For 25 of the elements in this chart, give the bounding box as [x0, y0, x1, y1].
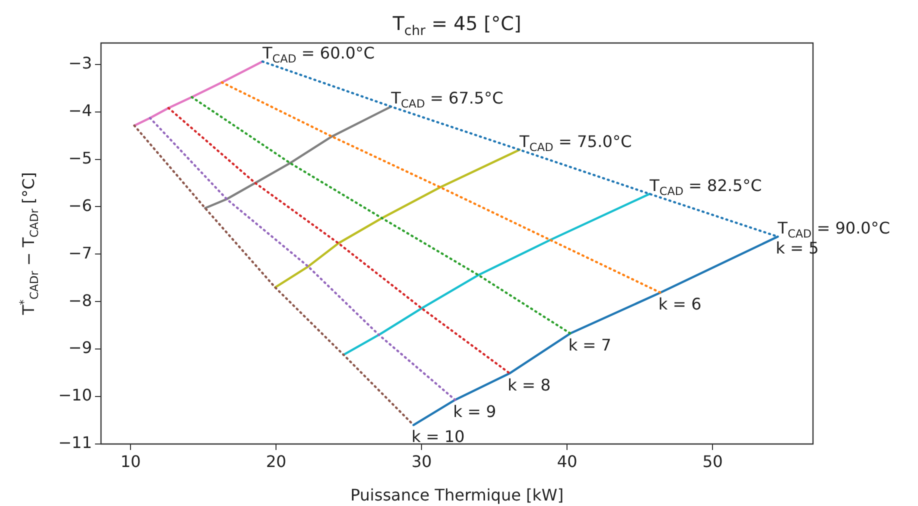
x-axis-title: Puissance Thermique [kW] — [350, 486, 564, 505]
annotation: k = 7 — [568, 335, 612, 354]
x-tick-label: 40 — [556, 452, 578, 471]
y-tick-label: −10 — [58, 386, 92, 405]
y-tick-label: −3 — [68, 54, 92, 73]
y-axis-title: T*CADr − TCADr [°C] — [18, 172, 41, 316]
x-tick-label: 20 — [266, 452, 286, 471]
y-tick-label: −5 — [68, 148, 92, 168]
y-tick-label: −8 — [68, 290, 92, 310]
x-tick-label: 50 — [702, 452, 723, 471]
line-series — [220, 81, 662, 294]
y-tick-label: −9 — [68, 338, 92, 358]
y-tick-label: −7 — [68, 243, 92, 262]
y-tick-label: −11 — [58, 433, 92, 452]
annotation: k = 10 — [412, 427, 465, 446]
x-tick-label: 30 — [411, 452, 432, 471]
annotation: k = 6 — [658, 294, 702, 314]
line-series — [133, 124, 415, 426]
x-tick-label: 10 — [120, 452, 141, 471]
line-series — [167, 106, 511, 374]
annotation: k = 8 — [508, 375, 551, 394]
y-tick-label: −4 — [68, 100, 92, 120]
line-series — [148, 116, 456, 401]
y-tick-label: −6 — [68, 196, 92, 215]
annotation: k = 9 — [453, 402, 496, 421]
